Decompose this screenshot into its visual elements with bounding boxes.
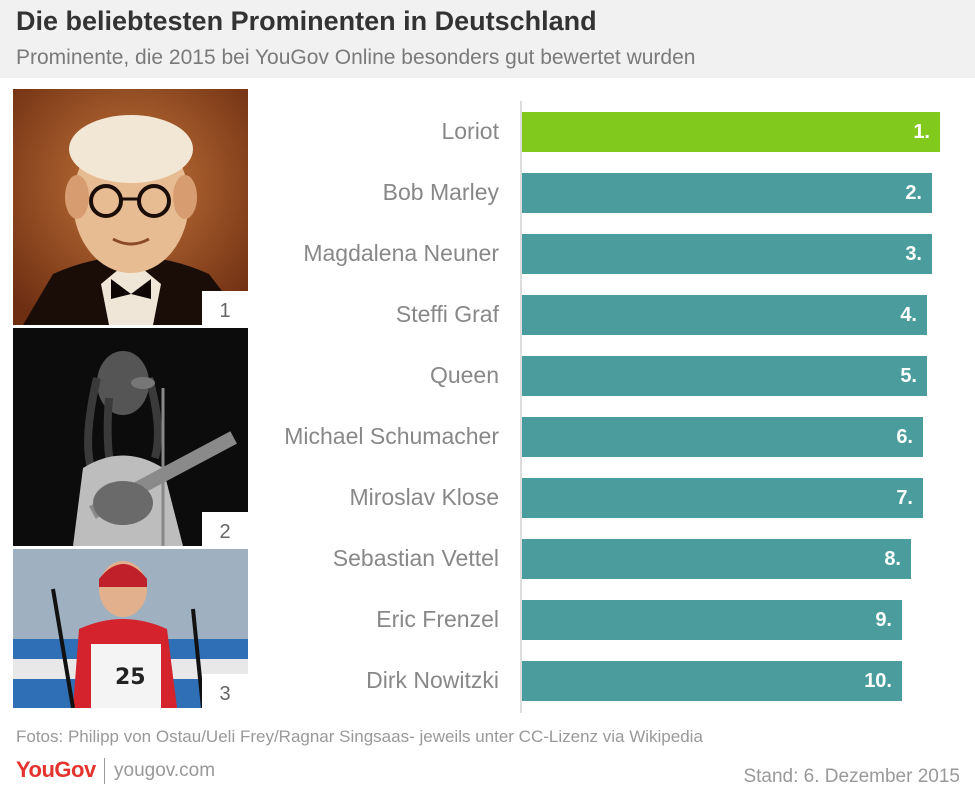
chart-header: Die beliebtesten Prominenten in Deutschl… xyxy=(0,0,975,78)
bar xyxy=(522,112,940,152)
category-label: Loriot xyxy=(441,118,499,144)
bar-data-label: 7. xyxy=(896,487,913,509)
category-label: Steffi Graf xyxy=(395,301,499,327)
photo-loriot xyxy=(13,89,248,325)
category-label: Magdalena Neuner xyxy=(303,240,499,266)
photo-number-1: 1 xyxy=(202,291,248,325)
bar xyxy=(522,234,932,274)
bar-data-label: 1. xyxy=(913,121,930,143)
bar xyxy=(522,539,911,579)
category-label: Eric Frenzel xyxy=(376,606,499,632)
category-label: Miroslav Klose xyxy=(349,484,499,510)
category-label: Sebastian Vettel xyxy=(332,545,499,571)
bar-data-label: 3. xyxy=(905,243,922,265)
bar-data-label: 4. xyxy=(900,304,917,326)
site-link[interactable]: yougov.com xyxy=(114,760,216,781)
bar xyxy=(522,478,923,518)
yougov-logo: YouGov xyxy=(16,757,96,782)
chart-axis-line xyxy=(520,101,522,713)
photo-bob-marley xyxy=(13,328,248,546)
category-label: Queen xyxy=(429,362,499,388)
bar xyxy=(522,417,923,457)
bar-data-label: 8. xyxy=(884,548,901,570)
svg-text:25: 25 xyxy=(115,665,146,690)
bar xyxy=(522,295,927,335)
category-label: Dirk Nowitzki xyxy=(366,667,499,693)
bar-data-label: 2. xyxy=(905,182,922,204)
bar-data-label: 9. xyxy=(875,609,892,631)
chart-subtitle: Prominente, die 2015 bei YouGov Online b… xyxy=(16,46,696,69)
chart-title: Die beliebtesten Prominenten in Deutschl… xyxy=(16,6,597,36)
bar xyxy=(522,173,932,213)
category-label: Michael Schumacher xyxy=(284,423,499,449)
bar-data-label: 6. xyxy=(896,426,913,448)
bar xyxy=(522,600,902,640)
bar xyxy=(522,661,902,701)
date-stamp: Stand: 6. Dezember 2015 xyxy=(743,766,960,787)
bar-data-label: 10. xyxy=(864,670,892,692)
category-label: Bob Marley xyxy=(382,179,499,205)
bar xyxy=(522,356,927,396)
photo-credits: Fotos: Philipp von Ostau/Ueli Frey/Ragna… xyxy=(16,727,703,746)
bar-data-label: 5. xyxy=(900,365,917,387)
logo-separator xyxy=(104,758,105,784)
photo-number-2: 2 xyxy=(202,512,248,546)
photo-number-3: 3 xyxy=(202,674,248,708)
